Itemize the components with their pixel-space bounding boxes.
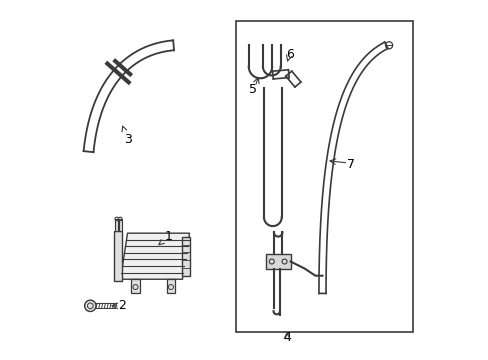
Text: 2: 2 — [118, 299, 126, 312]
Polygon shape — [120, 233, 189, 279]
Text: 5: 5 — [248, 83, 256, 96]
Bar — [265, 253, 290, 270]
Text: 4: 4 — [283, 331, 290, 344]
Bar — [131, 279, 140, 293]
Bar — [166, 279, 175, 293]
Bar — [182, 237, 190, 276]
Bar — [115, 219, 118, 231]
Circle shape — [84, 300, 96, 311]
Text: 6: 6 — [285, 48, 293, 61]
Bar — [235, 21, 412, 332]
Text: 3: 3 — [122, 126, 131, 146]
Text: 1: 1 — [159, 230, 172, 245]
Bar — [114, 231, 122, 281]
Bar — [119, 219, 121, 231]
Text: 7: 7 — [346, 158, 354, 171]
